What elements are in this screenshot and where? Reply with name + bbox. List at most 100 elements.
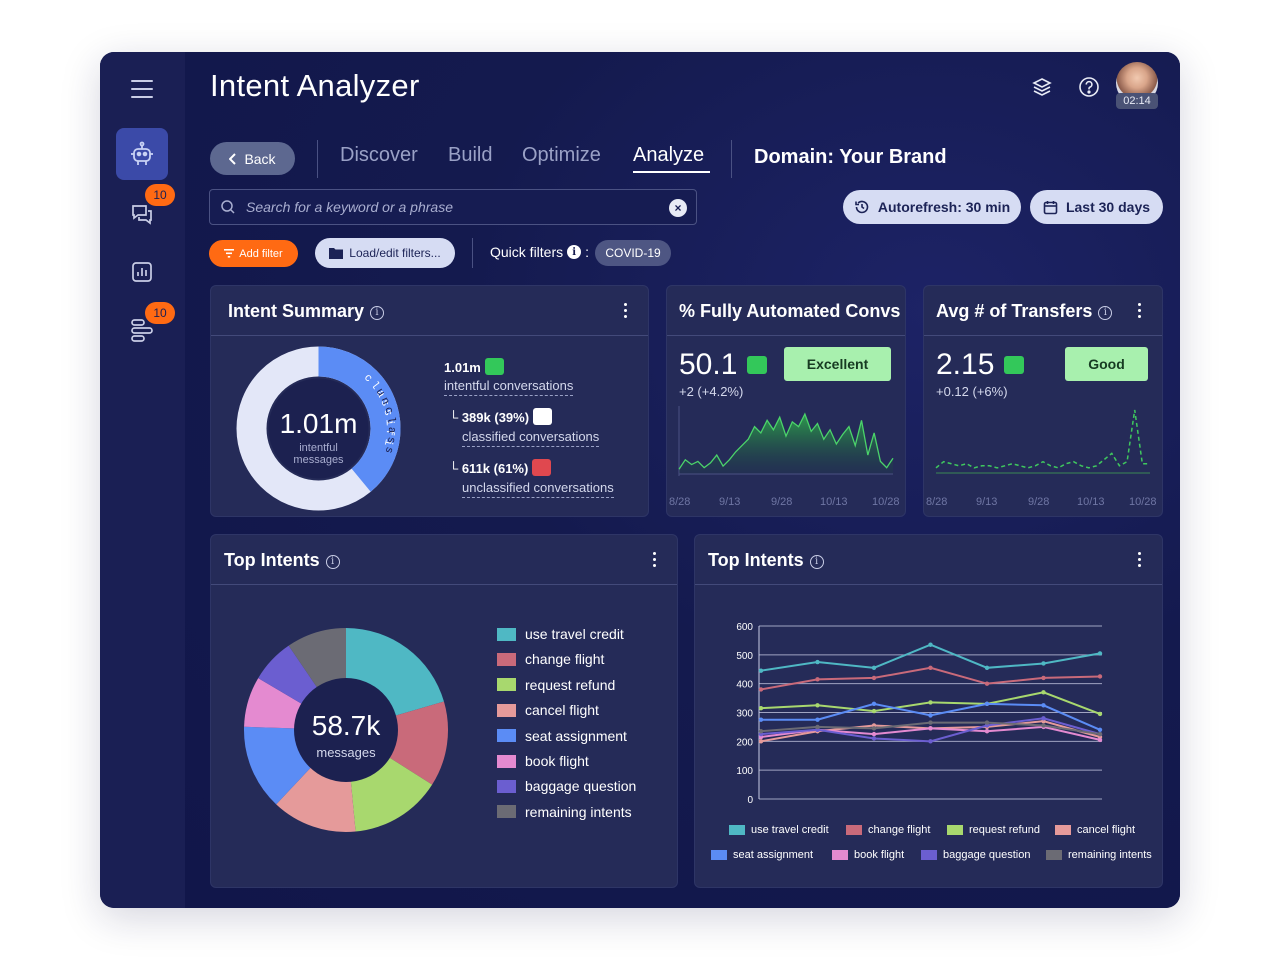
tab-analyze[interactable]: Analyze [633,144,705,166]
menu-icon[interactable] [131,80,153,98]
legend-label: cancel flight [1077,824,1136,836]
sidebar-item-analytics[interactable] [116,246,168,298]
legend-label: change flight [525,651,605,668]
legend-swatch [947,825,963,835]
card-title: Top Intents i [708,550,824,571]
summary-total-label: intentful conversations [444,378,574,396]
x-tick-label: 10/13 [1077,496,1105,508]
series-point [871,726,877,731]
legend-item[interactable]: book flight [832,849,904,861]
legend-label: book flight [525,753,589,769]
series-point [758,705,764,711]
series-point [1041,690,1046,695]
app-window: 10 10 Intent Analyzer 02:14 Back [100,52,1180,908]
legend-item[interactable]: change flight [846,824,930,836]
y-tick-label: 300 [736,709,753,720]
sidebar-item-conversations[interactable] [116,188,168,240]
info-icon[interactable]: i [370,305,385,320]
legend-swatch [497,627,516,641]
legend-swatch [497,678,516,692]
quick-filter-chip[interactable]: COVID-19 [595,240,671,266]
pie-slice-change-flight [346,701,448,785]
x-tick-label: 10/13 [820,496,848,508]
sidebar: 10 10 [100,52,185,908]
donut-center-label: intentful messages [293,442,344,466]
legend-swatch [1046,850,1062,860]
more-options-icon[interactable] [1138,552,1142,570]
legend-label: use travel credit [751,824,829,836]
y-tick-label: 600 [736,622,753,633]
legend-item[interactable]: remaining intents [1046,849,1152,861]
back-button[interactable]: Back [210,142,295,175]
trend-line [935,409,1150,469]
series-point [1097,674,1103,679]
load-filters-button[interactable]: Load/edit filters... [315,238,455,268]
legend-label: request refund [969,824,1040,836]
chevron-left-icon [229,152,237,165]
tab-discover[interactable]: Discover [340,144,418,166]
legend-item[interactable]: baggage question [497,778,636,794]
legend-item[interactable]: remaining intents [497,804,632,820]
card-header: Avg # of Transfers i [924,286,1162,336]
info-icon[interactable]: i [325,554,340,569]
info-icon[interactable]: i [1098,305,1113,320]
legend-label: cancel flight [525,702,599,719]
series-point [984,681,990,686]
bar-chart-icon [132,262,152,282]
legend-item[interactable]: book flight [497,753,589,769]
kpi-delta: +0.12 (+6%) [936,384,1008,399]
tab-build[interactable]: Build [448,144,493,166]
x-tick-label: 9/28 [771,496,793,508]
tab-optimize[interactable]: Optimize [522,144,601,166]
info-icon[interactable]: i [809,554,824,569]
top-intents-donut: 58.7k messages [244,628,448,832]
legend-item[interactable]: use travel credit [729,824,829,836]
legend-item[interactable]: request refund [497,677,615,693]
divider [472,238,473,268]
series-point [815,703,820,708]
legend-item[interactable]: seat assignment [711,849,813,861]
legend-swatch [497,779,516,793]
series-point [984,701,990,707]
robot-icon [131,141,153,165]
card-title-text: Top Intents [224,550,320,570]
info-icon[interactable]: i [567,245,582,259]
legend-item[interactable]: baggage question [921,849,1030,861]
legend-item[interactable]: use travel credit [497,626,624,642]
layers-icon[interactable] [1031,76,1053,98]
legend-item[interactable]: request refund [947,824,1040,836]
help-icon[interactable] [1078,76,1100,98]
search-input[interactable]: Search for a keyword or a phrase × [209,189,697,225]
sidebar-item-bot[interactable] [116,128,168,180]
summary-unclassified: └ 611k (61%) [449,459,552,476]
kpi-value: 2.15 [936,348,995,381]
series-point [928,739,933,744]
series-point [1041,661,1046,666]
sidebar-item-flows[interactable] [116,304,168,356]
folder-icon [329,248,344,259]
legend-swatch [832,850,848,860]
legend-label: change flight [868,824,931,836]
clear-search-button[interactable]: × [669,199,687,217]
series-point [871,708,877,714]
more-options-icon[interactable] [653,552,657,570]
series-point [758,687,764,692]
legend-item[interactable]: cancel flight [497,702,599,718]
more-options-icon[interactable] [624,303,628,321]
trend-up-icon [1004,356,1024,374]
series-point [1041,716,1046,721]
legend-swatch [1055,825,1071,835]
legend-label: use travel credit [525,626,624,642]
area-fill [679,414,893,474]
autorefresh-button[interactable]: Autorefresh: 30 min [843,190,1021,224]
legend-item[interactable]: cancel flight [1055,824,1135,836]
add-filter-button[interactable]: Add filter [209,240,298,267]
top-intents-pie-card: Top Intents i 58.7k messages use travel c… [210,534,678,888]
legend-item[interactable]: seat assignment [497,728,627,744]
legend-label: remaining intents [1068,849,1152,861]
legend-item[interactable]: change flight [497,651,604,667]
date-range-button[interactable]: Last 30 days [1030,190,1163,224]
divider [731,140,732,178]
more-options-icon[interactable] [1138,303,1142,321]
series-point [815,717,820,722]
